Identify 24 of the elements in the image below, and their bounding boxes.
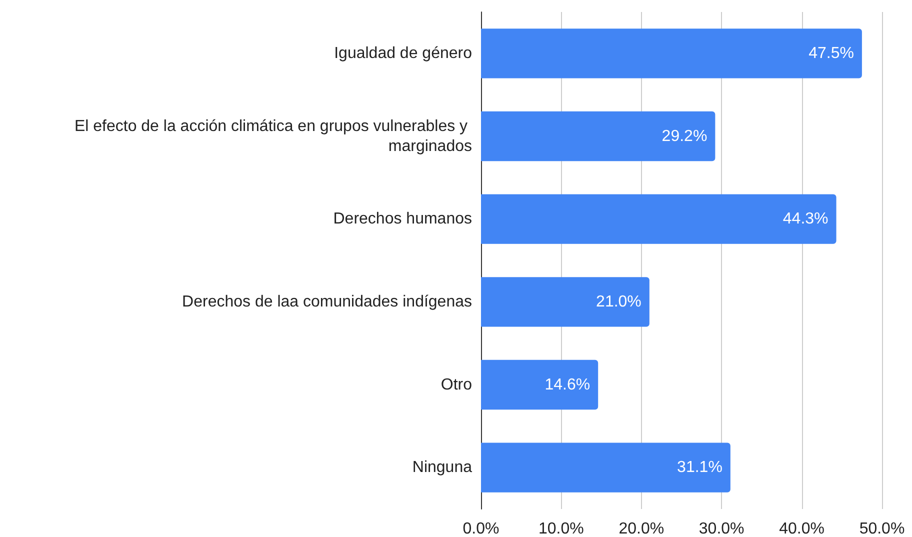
y-tick-label: El efecto de la acción climática en grupos vulnerables y marginados [74,118,472,155]
x-tick-label: 20.0% [618,520,664,537]
y-tick-label: Derechos de laa comunidades indígenas [182,293,472,310]
x-tick-label: 30.0% [698,520,744,537]
x-tick-label: 0.0% [462,520,500,537]
data-label: 21.0% [596,293,642,310]
bar [481,360,598,410]
bar [481,442,730,492]
y-tick-label: Derechos humanos [333,210,472,228]
y-tick-label: Otro [440,376,472,394]
x-tick-label: 40.0% [779,520,824,537]
y-tick-label: Igualdad de género [334,44,472,62]
bar [481,28,862,78]
x-tick-label: 50.0% [859,520,905,537]
data-label: 29.2% [662,128,708,145]
data-label: 47.5% [808,44,854,62]
data-label: 44.3% [782,210,828,228]
data-label: 14.6% [544,376,590,394]
x-tick-label: 10.0% [538,520,584,537]
bar [481,194,836,244]
y-tick-label: Ninguna [412,459,472,476]
bar [481,111,716,162]
bar [481,277,650,327]
data-label: 31.1% [677,459,722,476]
